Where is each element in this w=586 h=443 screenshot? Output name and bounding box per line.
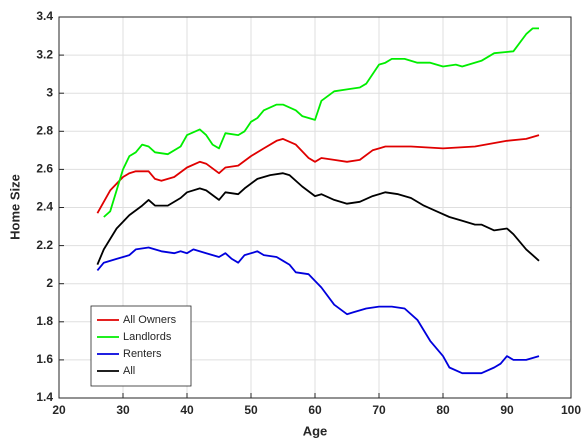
- axes-box: [58, 16, 572, 399]
- legend-label: All: [123, 365, 135, 377]
- series-line: [103, 27, 539, 218]
- legend-label: Landlords: [123, 331, 172, 343]
- y-tick-label: 2: [46, 276, 53, 290]
- legend-label: Renters: [123, 348, 162, 360]
- y-tick-label: 3: [46, 85, 53, 99]
- x-tick-label: 80: [436, 403, 450, 417]
- y-tick-label: 3.4: [36, 9, 53, 23]
- x-tick-label: 50: [244, 403, 258, 417]
- y-tick-label: 2.6: [36, 162, 53, 176]
- y-tick-label: 2.2: [36, 238, 53, 252]
- x-tick-label: 100: [561, 403, 581, 417]
- y-tick-label: 2.8: [36, 123, 53, 137]
- series-line: [96, 134, 540, 214]
- x-axis-label: Age: [303, 423, 328, 438]
- x-tick-label: 30: [116, 403, 130, 417]
- series-line: [96, 246, 540, 375]
- series-line: [96, 172, 540, 265]
- x-tick-label: 40: [180, 403, 194, 417]
- x-tick-label: 20: [52, 403, 66, 417]
- x-tick-label: 70: [372, 403, 386, 417]
- x-tick-label: 90: [500, 403, 514, 417]
- legend-label: All Owners: [123, 314, 177, 326]
- x-tick-label: 60: [308, 403, 322, 417]
- y-tick-label: 1.4: [36, 390, 53, 404]
- y-tick-label: 1.8: [36, 314, 53, 328]
- y-axis-label: Home Size: [7, 174, 22, 240]
- y-tick-label: 3.2: [36, 47, 53, 61]
- y-tick-label: 2.4: [36, 200, 53, 214]
- y-tick-label: 1.6: [36, 352, 53, 366]
